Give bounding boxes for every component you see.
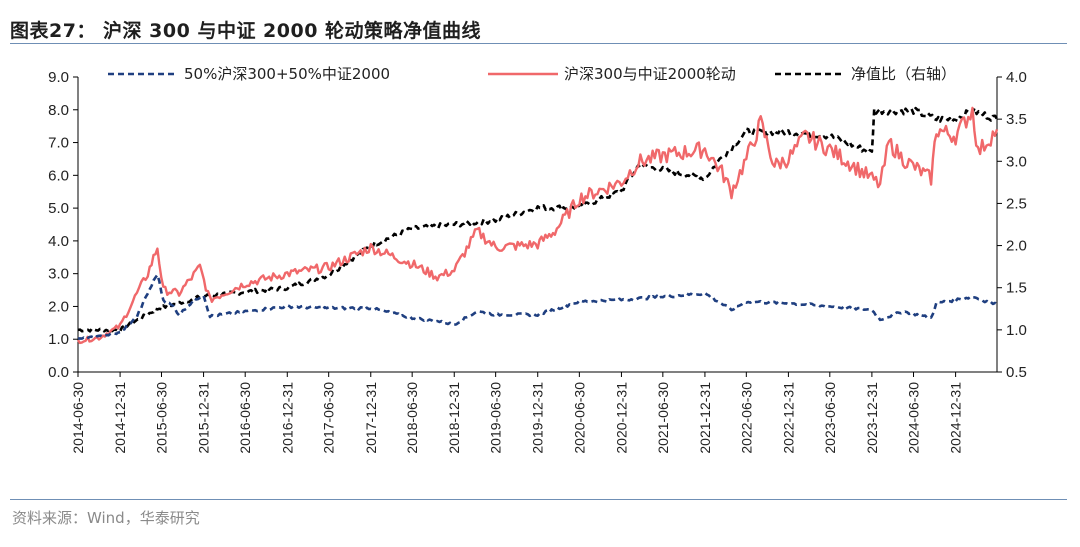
legend-label-1: 沪深300与中证2000轮动 [564,65,736,83]
x-tick-label: 2020-12-31 [613,382,629,454]
series-line-0 [77,273,998,341]
x-tick-label: 2014-06-30 [70,382,86,454]
x-tick-label: 2022-06-30 [738,382,754,454]
title-rule [10,43,1067,44]
x-tick-label: 2019-06-30 [488,382,504,454]
chart-legend: 50%沪深300+50%中证2000 沪深300与中证2000轮动 净值比（右轴） [108,65,956,83]
legend-label-2: 净值比（右轴） [851,65,956,83]
x-tick-label: 2017-06-30 [321,382,337,454]
x-tick-label: 2018-12-31 [446,382,462,454]
y-right-tick-label: 1.5 [1006,280,1027,297]
y-left-tick-label: 1.0 [48,331,69,348]
y-right-tick-label: 3.5 [1006,111,1027,128]
y-right-tick-label: 4.0 [1006,69,1027,86]
y-left-tick-label: 7.0 [48,135,69,152]
chart-lines [77,106,999,345]
x-tick-label: 2021-12-31 [697,382,713,454]
x-tick-label: 2016-12-31 [279,382,295,454]
y-left-tick-label: 8.0 [48,102,69,119]
series-line-1 [77,106,999,345]
x-tick-label: 2023-06-30 [822,382,838,454]
y-left-tick-label: 6.0 [48,167,69,184]
x-tick-label: 2019-12-31 [530,382,546,454]
y-left-tick-label: 4.0 [48,233,69,250]
y-left-tick-label: 9.0 [48,69,69,86]
x-tick-label: 2024-12-31 [948,382,964,454]
x-tick-label: 2018-06-30 [404,382,420,454]
y-left-tick-label: 0.0 [48,364,69,381]
legend-label-0: 50%沪深300+50%中证2000 [184,65,390,83]
y-right-tick-label: 3.0 [1006,153,1027,170]
x-tick-label: 2014-12-31 [112,382,128,454]
source-rule [10,499,1067,500]
y-right-tick-label: 1.0 [1006,322,1027,339]
chart-title: 图表27： 沪深 300 与中证 2000 轮动策略净值曲线 [10,20,482,42]
chart: 0.0 1.0 2.0 3.0 4.0 5.0 6.0 7.0 8.0 9.0 0.5 1.0 1.5 2… [48,65,1027,454]
y-right-tick-label: 2.0 [1006,238,1027,255]
x-tick-label: 2021-06-30 [655,382,671,454]
x-tick-label: 2015-06-30 [153,382,169,454]
y-right-tick-label: 0.5 [1006,364,1027,381]
chart-axes: 0.0 1.0 2.0 3.0 4.0 5.0 6.0 7.0 8.0 9.0 0.5 1.0 1.5 2… [48,69,1027,454]
x-tick-label: 2023-12-31 [864,382,880,454]
y-right-tick-label: 2.5 [1006,195,1027,212]
y-left-tick-label: 2.0 [48,298,69,315]
x-tick-label: 2020-06-30 [571,382,587,454]
y-left-tick-label: 3.0 [48,266,69,283]
x-tick-label: 2017-12-31 [363,382,379,454]
x-tick-label: 2016-06-30 [237,382,253,454]
x-tick-label: 2015-12-31 [196,382,212,454]
x-tick-label: 2024-06-30 [906,382,922,454]
source-note: 资料来源：Wind，华泰研究 [12,509,200,527]
x-tick-label: 2022-12-31 [780,382,796,454]
y-left-tick-label: 5.0 [48,200,69,217]
